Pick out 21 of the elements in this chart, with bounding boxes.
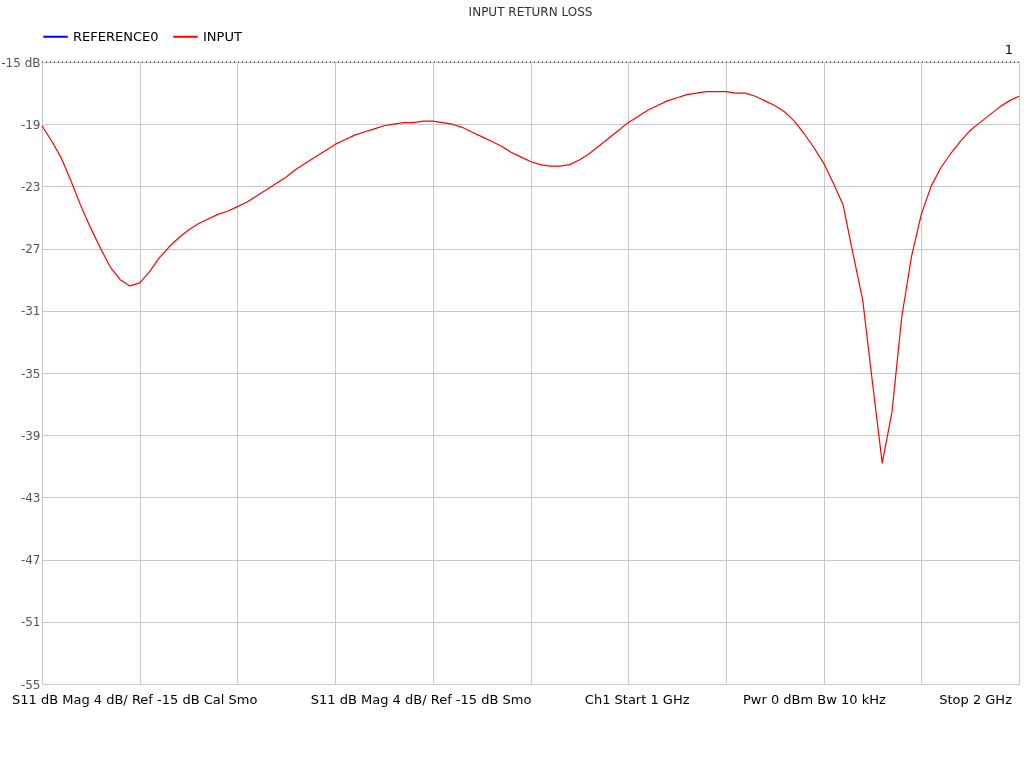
- text: S11 dB Mag 4 dB/ Ref -15 dB Cal Smo: [12, 692, 258, 707]
- y-tick-label: -55: [20, 677, 41, 692]
- y-tick-label: -51: [20, 615, 41, 630]
- line-series: [41, 90, 1020, 464]
- y-tick-label: -31: [20, 304, 41, 319]
- y-tick-label: -23: [20, 179, 41, 194]
- chart-title: INPUT RETURN LOSS: [468, 5, 593, 19]
- text: Stop 2 GHz: [939, 692, 1012, 707]
- legend-label: INPUT: [203, 28, 242, 44]
- annotation: 1: [1004, 42, 1013, 57]
- text: Pwr 0 dBm Bw 10 kHz: [742, 692, 886, 707]
- y-tick-label: -39: [20, 428, 41, 443]
- y-tick-label: -15 dB: [1, 55, 41, 70]
- legend-label: REFERENCE0: [73, 28, 159, 44]
- y-tick-label: -27: [20, 242, 41, 257]
- y-tick-label: -43: [20, 490, 41, 505]
- text: S11 dB Mag 4 dB/ Ref -15 dB Smo: [310, 692, 532, 707]
- y-tick-label: -35: [20, 366, 41, 381]
- y-tick-label: -47: [20, 553, 41, 568]
- y-tick-label: -19: [20, 117, 41, 132]
- text: Ch1 Start 1 GHz: [584, 692, 690, 707]
